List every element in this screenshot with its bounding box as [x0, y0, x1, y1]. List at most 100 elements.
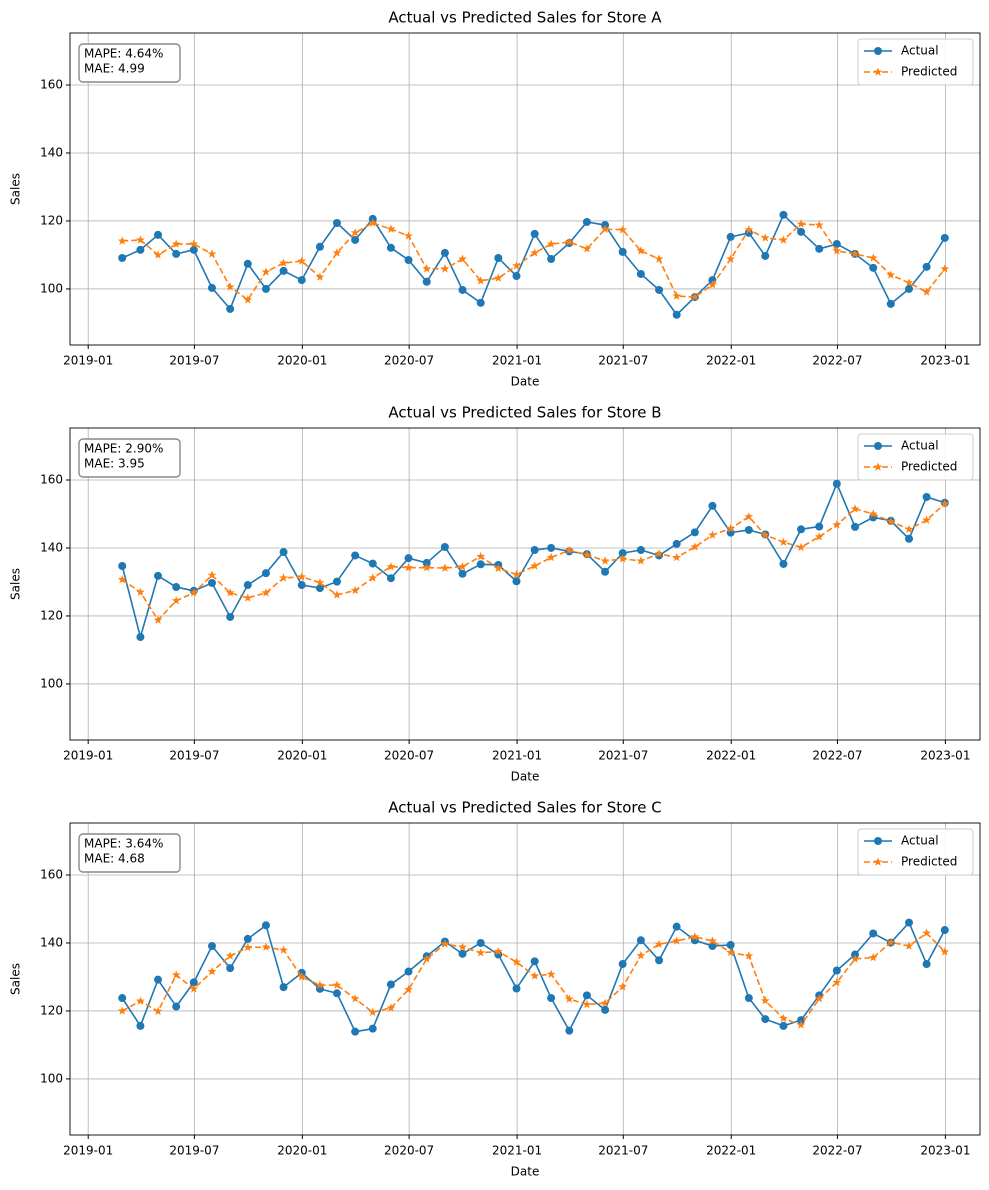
y-tick-label: 140 [40, 935, 63, 949]
point-marker [618, 982, 628, 991]
legend-label: Predicted [901, 65, 957, 79]
point-marker [850, 504, 860, 513]
point-marker [154, 230, 163, 239]
point-marker [922, 515, 931, 524]
point-marker [422, 277, 431, 286]
point-marker [368, 1007, 378, 1017]
x-axis-label: Date [511, 1165, 540, 1179]
point-marker [708, 530, 717, 539]
x-tick-label: 2020-07 [384, 354, 434, 368]
x-tick-label: 2019-07 [169, 749, 219, 763]
point-marker [832, 479, 841, 488]
point-marker [886, 299, 895, 308]
point-marker [922, 287, 931, 296]
point-marker [546, 969, 556, 978]
point-marker [243, 593, 253, 602]
point-marker [761, 251, 770, 260]
point-marker [207, 578, 216, 587]
point-marker [297, 572, 307, 581]
y-axis-label: Sales [9, 963, 23, 995]
point-marker [690, 528, 699, 537]
legend-marker [874, 837, 882, 845]
axes-frame [69, 427, 981, 741]
subplot-title: Actual vs Predicted Sales for Store C [388, 799, 661, 817]
point-marker [315, 242, 324, 251]
x-axis-label: Date [511, 375, 540, 389]
point-marker [512, 261, 521, 270]
point-marker [458, 949, 467, 958]
point-marker [922, 960, 931, 969]
point-marker [458, 569, 467, 578]
legend-marker [873, 857, 883, 866]
point-marker [440, 563, 450, 572]
point-marker [708, 936, 717, 945]
point-marker [814, 532, 824, 541]
point-marker [404, 967, 413, 976]
point-marker [440, 939, 450, 948]
point-marker [422, 558, 431, 567]
point-marker [851, 522, 860, 531]
point-marker [153, 1006, 163, 1016]
point-marker [476, 551, 486, 561]
point-marker [618, 549, 627, 558]
point-marker [315, 578, 325, 587]
point-marker [601, 1005, 610, 1014]
point-marker [494, 253, 503, 262]
subplot: Actual vs Predicted Sales for Store A 100… [9, 9, 981, 389]
point-marker [796, 542, 806, 552]
point-marker [868, 253, 878, 262]
x-tick-label: 2023-01 [920, 749, 970, 763]
point-marker [940, 264, 950, 273]
point-marker [422, 264, 432, 273]
point-marker [761, 1015, 770, 1024]
point-marker [261, 267, 271, 276]
y-tick-label: 120 [40, 213, 63, 227]
point-marker [279, 573, 288, 582]
point-marker [350, 228, 360, 237]
point-marker [458, 254, 467, 263]
point-marker [904, 524, 914, 533]
point-marker [654, 549, 664, 558]
annotation-text: MAPE: 3.64% [84, 837, 163, 851]
point-marker [404, 984, 413, 994]
point-marker [636, 546, 645, 555]
point-marker [512, 984, 521, 993]
y-axis-label: Sales [9, 173, 23, 205]
point-marker [297, 276, 306, 285]
point-marker [279, 548, 288, 557]
point-marker [386, 243, 395, 252]
legend-marker [874, 47, 882, 55]
point-marker [226, 612, 235, 621]
point-marker [530, 561, 540, 570]
point-marker [476, 560, 485, 569]
y-axis-label: Sales [9, 568, 23, 600]
point-marker [582, 999, 592, 1009]
point-marker [708, 280, 717, 289]
point-marker [386, 562, 396, 571]
point-marker [886, 937, 896, 947]
point-marker [368, 573, 378, 582]
point-marker [530, 546, 539, 555]
point-marker [243, 934, 252, 943]
series-line [121, 481, 946, 641]
annotation: MAPE: 2.90%MAE: 3.95 [78, 438, 181, 478]
point-marker [815, 244, 824, 253]
point-marker [494, 950, 503, 959]
point-marker [297, 256, 307, 265]
point-marker [905, 284, 914, 293]
point-marker [832, 977, 842, 987]
x-tick-label: 2023-01 [920, 1144, 970, 1158]
point-marker [476, 276, 486, 285]
point-marker [530, 248, 540, 257]
x-tick-label: 2019-07 [169, 1144, 219, 1158]
point-marker [118, 253, 127, 262]
point-marker [261, 284, 270, 293]
point-marker [779, 1021, 788, 1030]
point-marker [547, 255, 556, 264]
point-marker [243, 942, 253, 952]
point-marker [760, 233, 770, 242]
x-tick-label: 2020-07 [384, 1144, 434, 1158]
point-marker [744, 994, 753, 1003]
point-marker [868, 952, 878, 962]
point-marker [440, 542, 449, 551]
